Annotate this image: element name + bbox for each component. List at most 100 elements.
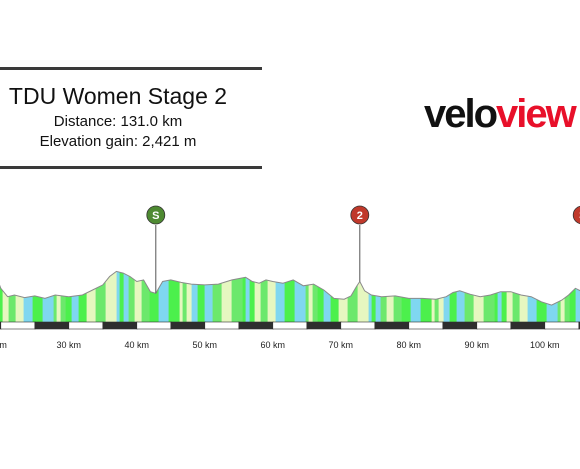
x-tick-label: 90 km: [465, 340, 490, 350]
gradient-slice: [42, 269, 55, 322]
gradient-slice: [116, 269, 121, 322]
logo-dark-part: velo: [424, 92, 498, 136]
gradient-slice: [245, 269, 251, 322]
gradient-slice: [401, 269, 412, 322]
marker-badge: [350, 205, 370, 225]
gradient-slice: [443, 269, 451, 322]
baseline-segment: [306, 321, 342, 330]
gradient-slice: [197, 269, 206, 322]
climb-marker: 3: [572, 205, 580, 225]
gradient-slice: [212, 269, 223, 322]
x-tick-label: 80 km: [397, 340, 422, 350]
gradient-slice: [323, 269, 332, 322]
stage-distance: Distance: 131.0 km: [53, 113, 183, 130]
baseline-segment: [544, 321, 580, 330]
gradient-slice: [575, 269, 580, 322]
gradient-slice: [119, 269, 125, 322]
gradient-slice: [267, 269, 277, 322]
climb-marker: 2: [350, 205, 370, 282]
gradient-slice: [386, 269, 395, 322]
baseline-segment: [442, 321, 478, 330]
gradient-slice: [434, 269, 440, 322]
gradient-slice: [512, 269, 521, 322]
gradient-slice: [168, 269, 181, 322]
x-tick-label: 60 km: [261, 340, 286, 350]
gradient-slice: [275, 269, 286, 322]
gradient-slice: [483, 269, 496, 322]
distance-baseline: [0, 321, 580, 330]
gradient-slice: [260, 269, 269, 322]
gradient-slice: [182, 269, 188, 322]
gradient-slice: [368, 269, 373, 322]
gradient-slice: [371, 269, 377, 322]
gradient-slice: [158, 269, 170, 322]
gradient-slice: [8, 269, 17, 322]
gradient-slice: [23, 269, 34, 322]
gradient-slice: [141, 269, 151, 322]
gradient-segments: [0, 269, 580, 322]
baseline-segment: [0, 321, 36, 330]
marker-badge: [146, 205, 166, 225]
gradient-slice: [338, 269, 349, 322]
start-marker: S: [146, 205, 166, 294]
gradient-slice: [308, 269, 314, 322]
marker-badge: [572, 205, 580, 225]
gradient-slice: [456, 269, 466, 322]
gradient-slice: [473, 269, 485, 322]
gradient-slice: [71, 269, 80, 322]
gradient-slice: [284, 269, 296, 322]
gradient-slice: [249, 269, 256, 322]
gradient-slice: [536, 269, 548, 322]
baseline-segment: [68, 321, 104, 330]
gradient-slice: [221, 269, 233, 322]
gradient-slice: [317, 269, 325, 322]
stage-elevation-gain: Elevation gain: 2,421 m: [39, 133, 197, 150]
baseline-segment: [374, 321, 410, 330]
gradient-slice: [105, 269, 118, 322]
baseline-segment: [136, 321, 172, 330]
gradient-slice: [380, 269, 388, 322]
baseline-segment: [578, 321, 580, 330]
x-tick-label: km: [0, 340, 7, 350]
gradient-slice: [560, 269, 566, 322]
gradient-slice: [527, 269, 538, 322]
gradient-slice: [506, 269, 514, 322]
gradient-slice: [449, 269, 458, 322]
gradient-slice: [294, 269, 307, 322]
gradient-slice: [78, 269, 88, 322]
gradient-slice: [231, 269, 244, 322]
baseline-segment: [34, 321, 70, 330]
gradient-slice: [254, 269, 262, 322]
x-tick-label: 100 km: [530, 340, 560, 350]
gradient-slice: [519, 269, 529, 322]
gradient-slice: [420, 269, 433, 322]
gradient-slice: [312, 269, 319, 322]
gradient-slice: [501, 269, 508, 322]
gradient-slice: [128, 269, 136, 322]
logo-red-part: view: [496, 92, 577, 136]
gradient-slice: [393, 269, 403, 322]
gradient-slice: [32, 269, 44, 322]
gradient-slice: [357, 269, 370, 322]
stage-title: TDU Women Stage 2: [8, 83, 228, 109]
gradient-slice: [438, 269, 445, 322]
gradient-slice: [86, 269, 97, 322]
baseline-segment: [510, 321, 546, 330]
gradient-slice: [410, 269, 422, 322]
stage-info-box: TDU Women Stage 2 Distance: 131.0 km Ele…: [0, 67, 262, 169]
profile-markers: S 2 3: [146, 205, 580, 294]
gradient-slice: [186, 269, 193, 322]
marker-label: S: [152, 210, 159, 222]
gradient-slice: [134, 269, 143, 322]
gradient-slice: [149, 269, 160, 322]
elevation-outline: [0, 270, 580, 306]
gradient-slice: [204, 269, 214, 322]
gradient-slice: [60, 269, 67, 322]
baseline-segment: [170, 321, 206, 330]
gradient-slice: [56, 269, 62, 322]
x-tick-label: 70 km: [329, 340, 354, 350]
marker-label: 2: [357, 210, 363, 222]
gradient-slice: [0, 269, 4, 322]
gradient-slice: [242, 269, 247, 322]
